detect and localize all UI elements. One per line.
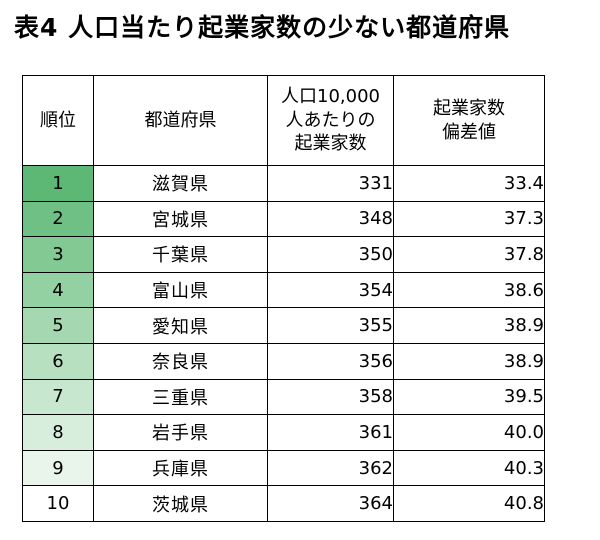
header-prefecture: 都道府県 (93, 75, 268, 166)
count-cell: 354 (267, 271, 394, 309)
header-per-capita-line: 人口10,000 (281, 86, 380, 108)
table-row: 4 富山県 354 38.6 (22, 271, 545, 309)
count-cell: 364 (267, 485, 394, 522)
count-cell: 331 (267, 165, 394, 202)
table-row: 9 兵庫県 362 40.3 (22, 449, 545, 487)
prefecture-cell: 千葉県 (93, 236, 268, 273)
prefecture-cell: 兵庫県 (93, 449, 268, 487)
prefecture-cell: 宮城県 (93, 200, 268, 238)
deviation-cell: 40.0 (393, 414, 545, 451)
count-cell: 361 (267, 414, 394, 451)
deviation-cell: 38.9 (393, 307, 545, 344)
count-cell: 358 (267, 378, 394, 416)
rank-cell: 3 (22, 236, 94, 273)
rank-cell: 8 (22, 414, 94, 451)
prefecture-cell: 奈良県 (93, 342, 268, 380)
header-per-capita: 人口10,000 人あたりの 起業家数 (267, 75, 394, 166)
table-row: 3 千葉県 350 37.8 (22, 236, 545, 273)
count-cell: 350 (267, 236, 394, 273)
prefecture-cell: 三重県 (93, 378, 268, 416)
rank-cell: 6 (22, 342, 94, 380)
prefecture-cell: 茨城県 (93, 485, 268, 522)
ranking-table: 順位 都道府県 人口10,000 人あたりの 起業家数 起業家数 偏差値 1 滋賀… (22, 75, 545, 522)
deviation-cell: 37.3 (393, 200, 545, 238)
table-body: 1 滋賀県 331 33.4 2 宮城県 348 37.3 3 千葉県 350 37.8 4 富山県 354… (22, 165, 545, 522)
table-row: 1 滋賀県 331 33.4 (22, 165, 545, 202)
rank-cell: 10 (22, 485, 94, 522)
header-deviation-line: 偏差値 (442, 121, 496, 143)
deviation-cell: 33.4 (393, 165, 545, 202)
prefecture-cell: 滋賀県 (93, 165, 268, 202)
count-cell: 362 (267, 449, 394, 487)
rank-cell: 2 (22, 200, 94, 238)
table-row: 6 奈良県 356 38.9 (22, 342, 545, 380)
rank-cell: 7 (22, 378, 94, 416)
rank-cell: 9 (22, 449, 94, 487)
rank-cell: 1 (22, 165, 94, 202)
table-row: 7 三重県 358 39.5 (22, 378, 545, 416)
count-cell: 355 (267, 307, 394, 344)
table-title: 表4 人口当たり起業家数の少ない都道府県 (14, 13, 511, 42)
deviation-cell: 40.3 (393, 449, 545, 487)
rank-cell: 4 (22, 271, 94, 309)
deviation-cell: 38.9 (393, 342, 545, 380)
count-cell: 356 (267, 342, 394, 380)
deviation-cell: 37.8 (393, 236, 545, 273)
header-deviation-line: 起業家数 (433, 98, 505, 120)
table-row: 2 宮城県 348 37.3 (22, 200, 545, 238)
rank-cell: 5 (22, 307, 94, 344)
table-row: 8 岩手県 361 40.0 (22, 414, 545, 451)
header-deviation: 起業家数 偏差値 (393, 75, 545, 166)
count-cell: 348 (267, 200, 394, 238)
deviation-cell: 39.5 (393, 378, 545, 416)
deviation-cell: 38.6 (393, 271, 545, 309)
header-per-capita-line: 人あたりの (285, 109, 376, 131)
prefecture-cell: 富山県 (93, 271, 268, 309)
header-row: 順位 都道府県 人口10,000 人あたりの 起業家数 起業家数 偏差値 (22, 75, 545, 166)
table-row: 10 茨城県 364 40.8 (22, 485, 545, 522)
prefecture-cell: 愛知県 (93, 307, 268, 344)
header-per-capita-line: 起業家数 (294, 133, 367, 155)
deviation-cell: 40.8 (393, 485, 545, 522)
prefecture-cell: 岩手県 (93, 414, 268, 451)
header-rank: 順位 (22, 75, 94, 166)
table-row: 5 愛知県 355 38.9 (22, 307, 545, 344)
